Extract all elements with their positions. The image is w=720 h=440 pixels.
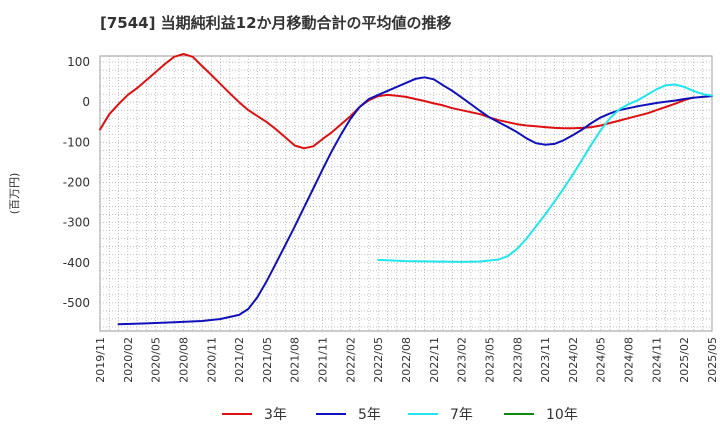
series-line-2 [377,83,713,263]
x-tick-label: 2021/02 [233,337,246,383]
x-tick-label: 2024/11 [650,337,663,383]
y-tick-label: -100 [63,135,90,149]
x-axis-ticks: 2019/11 2020/02 2020/05 2020/08 2020/11 2021/… [94,337,719,383]
y-tick-label: -500 [63,296,90,310]
x-tick-label: 2020/05 [150,337,163,383]
series-line-0 [99,53,695,150]
series-lines [99,53,713,326]
x-tick-label: 2023/02 [456,337,469,383]
legend-label-1: 5年 [358,407,381,423]
x-tick-label: 2025/02 [678,337,691,383]
x-tick-label: 2025/05 [706,337,719,383]
y-tick-label: -300 [63,216,90,230]
legend-label-0: 3年 [264,407,287,423]
x-tick-label: 2022/02 [344,337,357,383]
x-tick-label: 2023/11 [539,337,552,383]
x-tick-label: 2022/08 [400,337,413,383]
x-tick-label: 2021/11 [317,337,330,383]
x-tick-label: 2021/05 [261,337,274,383]
chart-title: [7544] 当期純利益12か月移動合計の平均値の推移 [100,14,452,32]
x-tick-label: 2022/05 [372,337,385,383]
x-tick-label: 2023/08 [511,337,524,383]
y-tick-label: -400 [63,256,90,270]
legend-label-2: 7年 [450,407,473,423]
x-tick-label: 2019/11 [94,337,107,383]
x-tick-label: 2024/02 [567,337,580,383]
legend: 3年 5年 7年 10年 [222,407,578,423]
x-tick-label: 2020/11 [205,337,218,383]
series-line-1 [117,76,713,326]
x-tick-label: 2024/05 [595,337,608,383]
x-tick-label: 2023/05 [483,337,496,383]
x-tick-label: 2022/11 [428,337,441,383]
x-tick-label: 2021/08 [289,337,302,383]
x-tick-label: 2020/08 [177,337,190,383]
x-tick-label: 2024/08 [623,337,636,383]
y-tick-label: -200 [63,175,90,189]
x-tick-label: 2020/02 [122,337,135,383]
y-axis-label: (百万円) [8,173,21,215]
legend-label-3: 10年 [546,407,578,423]
y-tick-label: 100 [67,55,90,69]
y-tick-label: 0 [82,95,90,109]
y-axis-ticks: 100 0 -100 -200 -300 -400 -500 [63,55,90,310]
